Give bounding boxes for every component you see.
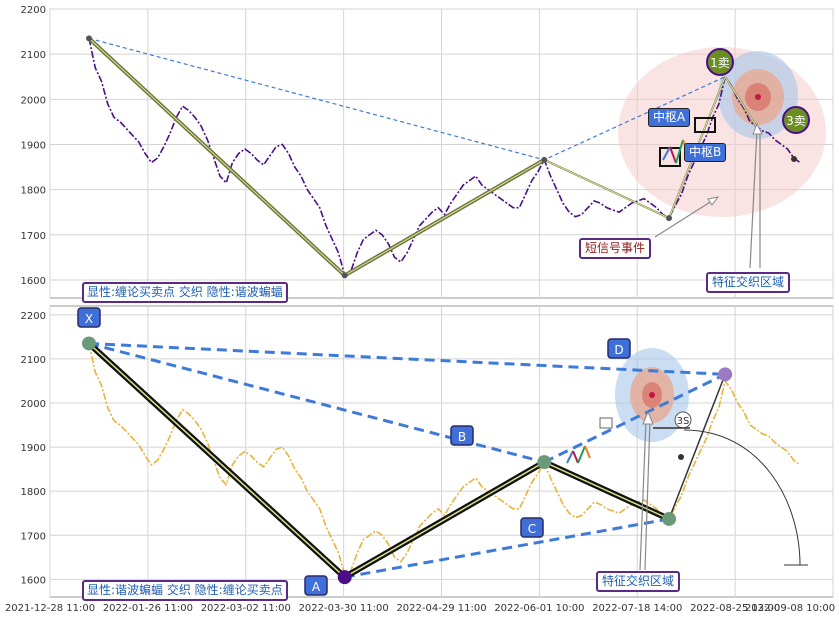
short-signal-callout: 短信号事件 — [579, 238, 652, 259]
y-tick-label: 1800 — [21, 487, 46, 498]
small-box — [599, 417, 613, 429]
point-X-marker — [82, 336, 96, 351]
top-legend: 显性:缠论买卖点 交织 隐性:谐波蝙蝠 — [82, 282, 288, 303]
y-tick-label: 2000 — [21, 399, 46, 410]
point-C-badge — [520, 517, 544, 538]
sell1-label: 1卖 — [710, 56, 730, 70]
harmonic-leg-CD — [668, 374, 726, 520]
x-tick-label: 2022-07-18 14:00 — [592, 603, 682, 614]
mini-bi — [669, 146, 677, 164]
x-tick-label: 2021-12-28 11:00 — [5, 603, 95, 614]
bi-endpoint — [541, 156, 548, 163]
y-tick-label: 1800 — [21, 186, 46, 197]
last-point — [791, 156, 797, 162]
y-tick-label: 2200 — [21, 311, 46, 322]
price-series — [88, 343, 801, 577]
bottom-legend: 显性:谐波蝙蝠 交织 隐性:缠论买卖点 — [82, 580, 288, 601]
harmonic-dashed-XD — [88, 341, 726, 376]
y-tick-label: 2100 — [21, 50, 46, 61]
y-tick-label: 1700 — [21, 231, 46, 242]
y-tick-label: 1600 — [21, 575, 46, 586]
point-D-label: D — [614, 343, 623, 357]
harmonic-leg-inner-AB — [344, 461, 545, 578]
mini-bi — [584, 445, 591, 459]
s3-label: 3S — [677, 416, 690, 427]
point-B-label: B — [458, 430, 466, 444]
bi-endpoint — [666, 215, 673, 222]
bi-segment-inner — [88, 37, 346, 276]
point-X-label: X — [85, 312, 93, 326]
bi-segment-inner — [544, 159, 670, 219]
feature-arrow-a — [749, 129, 758, 269]
short-signal-arrowhead — [707, 196, 720, 206]
bottom-feature-zone-callout: 特征交织区域 — [596, 571, 681, 592]
x-tick-label: 2022-06-01 10:00 — [494, 603, 584, 614]
mini-bi — [566, 450, 574, 464]
x-tick-label: 2022-08-25 13:00 — [690, 603, 780, 614]
x-tick-label: 2022-09-08 10:00 — [745, 603, 835, 614]
feature-arrow-a — [639, 419, 647, 571]
harmonic-leg-inner-BC — [543, 461, 670, 520]
sell3-label: 3卖 — [786, 114, 806, 128]
zs-a-box — [694, 117, 716, 133]
zs-a-label: 中枢A — [648, 108, 691, 127]
feature-zone-center — [755, 94, 761, 100]
projection-arc — [683, 429, 808, 566]
bi-endpoint — [341, 272, 348, 279]
mini-bi — [572, 450, 579, 464]
bi-segment-inner — [724, 76, 757, 127]
top-feature-zone-callout: 特征交织区域 — [706, 272, 791, 293]
feature-zone-center — [649, 392, 655, 398]
bi-segment-inner — [344, 159, 545, 276]
point-A-badge — [304, 575, 328, 596]
point-C-marker — [662, 511, 677, 526]
point-X-badge — [77, 307, 101, 328]
sell1-marker — [706, 48, 734, 76]
feature-arrowhead — [642, 410, 654, 425]
mini-bi — [577, 445, 586, 464]
harmonic-dashed-AC — [344, 517, 670, 579]
point-B-badge — [450, 425, 474, 446]
harmonic-dashed-BD — [543, 372, 726, 464]
point-B-marker — [537, 455, 552, 470]
sell3-marker — [782, 106, 810, 134]
bi-endpoint — [86, 35, 92, 42]
y-tick-label: 1900 — [21, 140, 46, 151]
feature-arrowhead — [752, 122, 763, 135]
y-tick-label: 2000 — [21, 95, 46, 106]
x-tick-label: 2022-01-26 11:00 — [103, 603, 193, 614]
y-tick-label: 2200 — [21, 5, 46, 16]
point-C-label: C — [528, 522, 536, 536]
mini-bi — [675, 139, 684, 164]
price-series — [88, 38, 801, 277]
point-D-marker — [718, 367, 733, 382]
point-D-badge — [607, 338, 631, 359]
point-A-marker — [337, 570, 352, 585]
y-tick-label: 2100 — [21, 355, 46, 366]
mini-bi — [662, 146, 671, 161]
y-tick-label: 1700 — [21, 531, 46, 542]
short-signal-arrow — [654, 198, 716, 238]
last-point — [678, 454, 684, 460]
zs-b-label: 中枢B — [684, 143, 727, 162]
point-A-label: A — [312, 580, 321, 594]
x-tick-label: 2022-03-02 11:00 — [201, 603, 291, 614]
harmonic-leg-inner-XA — [88, 342, 346, 578]
y-tick-label: 1900 — [21, 443, 46, 454]
x-tick-label: 2022-03-30 11:00 — [299, 603, 389, 614]
y-tick-label: 1600 — [21, 276, 46, 287]
feature-arrow-b — [644, 419, 651, 571]
x-tick-label: 2022-04-29 11:00 — [396, 603, 486, 614]
